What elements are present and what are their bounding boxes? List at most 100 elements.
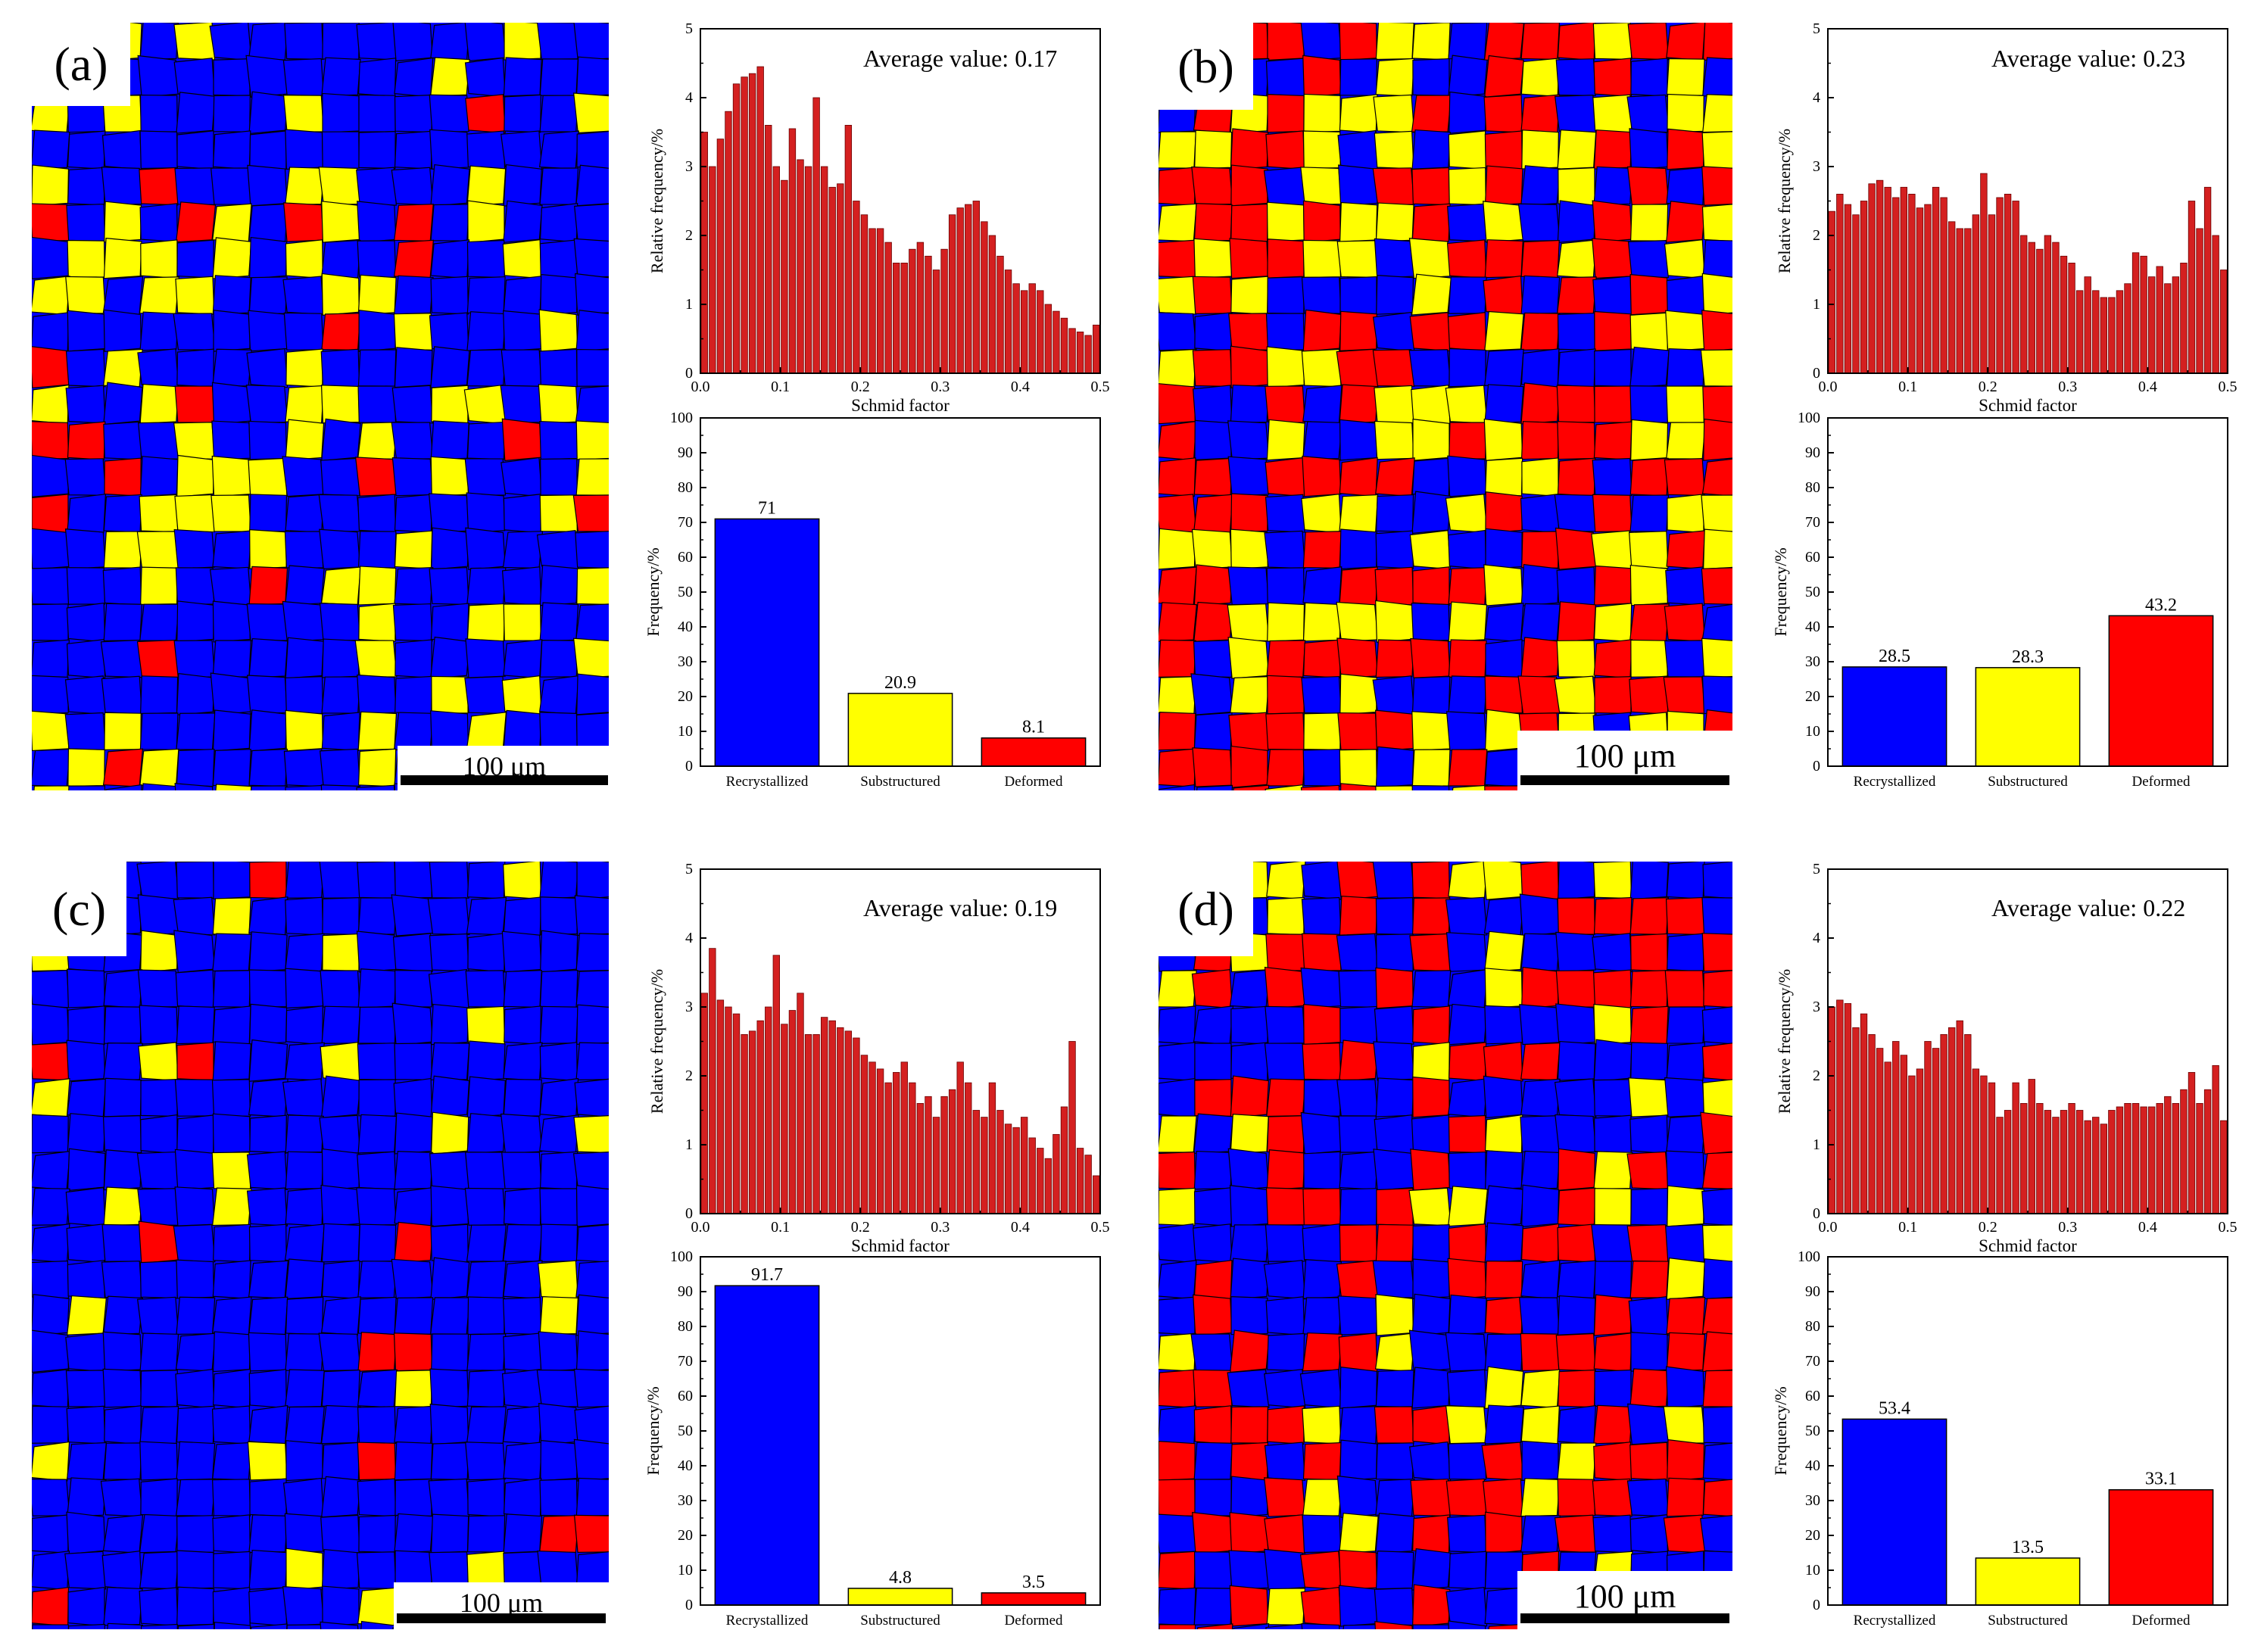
grain	[1374, 566, 1414, 606]
grain	[1411, 970, 1452, 1008]
grain	[1374, 420, 1414, 460]
histogram-bar	[1868, 183, 1876, 374]
grain	[1193, 1369, 1233, 1407]
grain	[65, 385, 106, 424]
grain	[319, 1114, 361, 1154]
grain	[249, 1478, 287, 1517]
grain	[321, 313, 361, 351]
grain	[176, 1005, 215, 1045]
grain	[1592, 862, 1633, 899]
grain	[1159, 784, 1196, 790]
grain	[1519, 1004, 1560, 1046]
grain	[574, 273, 609, 316]
grain	[1447, 1514, 1487, 1554]
grain	[320, 566, 361, 606]
grain	[1227, 456, 1270, 497]
grain	[1557, 200, 1596, 244]
grain	[573, 1514, 609, 1553]
grain	[139, 675, 179, 715]
grain	[1627, 1403, 1670, 1445]
grain	[101, 167, 143, 206]
grain	[285, 1151, 324, 1190]
grain	[503, 494, 541, 534]
grain	[32, 748, 70, 787]
y-axis-label: Frequency/%	[644, 1386, 663, 1475]
grain	[284, 1042, 325, 1081]
grain	[1557, 1040, 1596, 1081]
grain	[502, 1223, 544, 1262]
grain	[1339, 419, 1377, 461]
grain	[572, 1152, 609, 1190]
y-tick-label: 30	[1805, 653, 1820, 670]
grain	[1594, 676, 1632, 715]
grain	[1190, 673, 1233, 715]
grain	[1483, 275, 1523, 316]
grain	[502, 239, 542, 279]
grain	[174, 167, 215, 205]
grain	[139, 456, 179, 497]
histogram-bar	[916, 242, 925, 374]
grain	[66, 1405, 106, 1445]
grain	[139, 23, 179, 61]
histogram-bar	[2203, 186, 2212, 374]
grain	[1159, 1551, 1196, 1590]
grain	[430, 1297, 470, 1335]
grain	[539, 95, 579, 132]
y-axis-label: Relative frequency/%	[1775, 129, 1794, 273]
grain	[1448, 749, 1488, 787]
grain	[1592, 94, 1633, 133]
grain	[1484, 1366, 1524, 1410]
grain	[1484, 675, 1523, 715]
grain	[1557, 1223, 1595, 1264]
grain	[1483, 23, 1525, 61]
grain	[1445, 385, 1488, 424]
histogram-bar	[828, 186, 836, 374]
grain	[1339, 201, 1378, 242]
grain	[248, 276, 288, 314]
grain	[1375, 1370, 1414, 1408]
grain	[1265, 313, 1305, 351]
grain	[1520, 275, 1561, 315]
grain	[67, 968, 106, 1008]
grain	[322, 638, 360, 678]
grain	[212, 237, 252, 279]
grain	[1375, 639, 1414, 678]
grain	[503, 1513, 543, 1554]
grain	[321, 1260, 360, 1300]
histogram-bar	[2220, 270, 2228, 374]
grain	[1629, 862, 1669, 900]
y-tick-label: 5	[1813, 20, 1820, 37]
grain	[1629, 603, 1670, 641]
grain	[1302, 1514, 1342, 1554]
histogram-bar	[2116, 1106, 2124, 1214]
y-tick-label: 40	[678, 1457, 693, 1474]
grain	[1302, 1405, 1342, 1445]
grain	[1702, 94, 1732, 133]
grain	[574, 895, 609, 937]
grain	[1412, 1224, 1450, 1263]
grain	[575, 1294, 609, 1336]
grain	[176, 1515, 214, 1554]
y-tick-label: 3	[685, 158, 693, 175]
grain	[394, 1151, 434, 1190]
histogram-bar	[1916, 1068, 1924, 1214]
grain	[139, 1587, 179, 1627]
grain	[67, 1260, 105, 1300]
grain	[1593, 58, 1633, 98]
grain	[501, 349, 543, 387]
grain	[466, 1113, 507, 1155]
grain	[538, 384, 578, 424]
grain	[1302, 239, 1342, 278]
grain	[1193, 1150, 1233, 1190]
grain	[394, 1441, 433, 1481]
grain	[285, 1333, 325, 1371]
grain	[246, 603, 288, 641]
histogram-bar	[860, 1055, 868, 1214]
grain	[175, 969, 215, 1008]
grain	[101, 1261, 143, 1299]
grain	[100, 1478, 143, 1517]
histogram-bar	[2060, 1110, 2068, 1214]
x-tick-label: 0.3	[2058, 1219, 2077, 1236]
data-label: 91.7	[751, 1265, 783, 1285]
